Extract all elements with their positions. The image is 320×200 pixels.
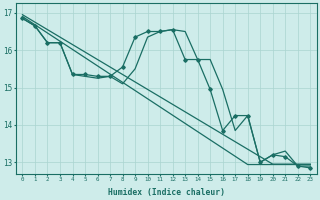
X-axis label: Humidex (Indice chaleur): Humidex (Indice chaleur) (108, 188, 225, 197)
